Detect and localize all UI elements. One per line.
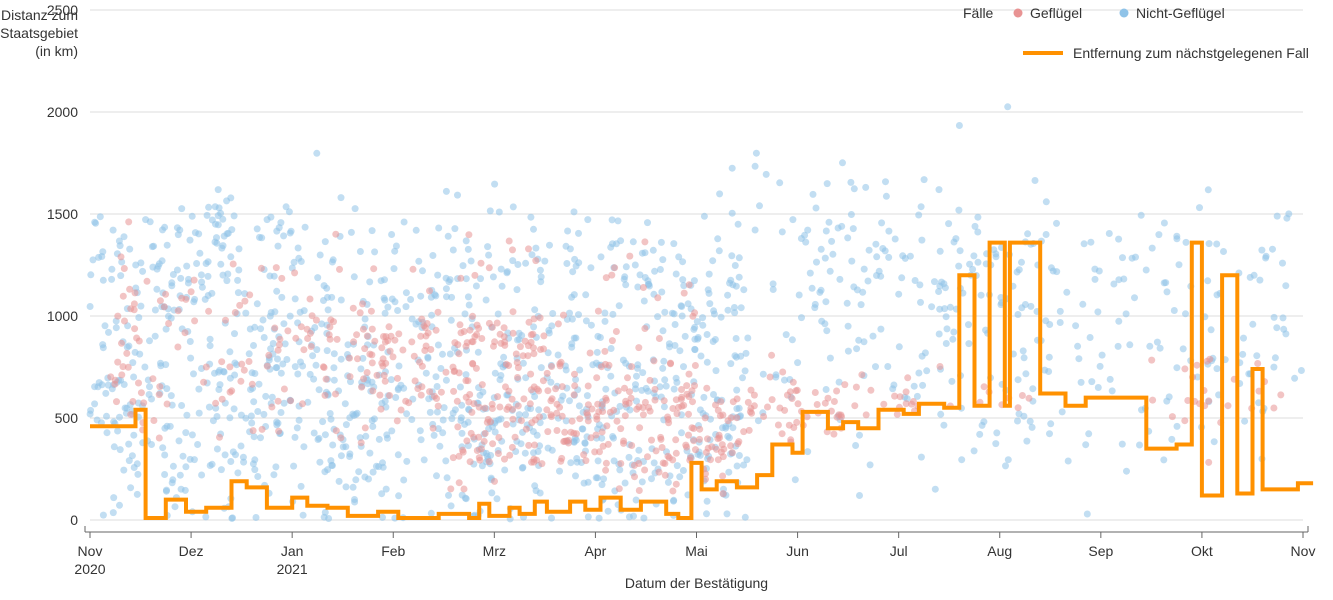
svg-text:Fälle: Fälle: [963, 5, 994, 21]
svg-text:Datum der Bestätigung: Datum der Bestätigung: [625, 575, 768, 591]
svg-text:2000: 2000: [47, 104, 78, 120]
svg-text:1500: 1500: [47, 206, 78, 222]
svg-text:Jan: Jan: [281, 543, 304, 559]
svg-text:0: 0: [70, 512, 78, 528]
svg-text:Aug: Aug: [987, 543, 1012, 559]
svg-text:Staatsgebiet: Staatsgebiet: [0, 25, 78, 41]
svg-text:Geflügel: Geflügel: [1030, 5, 1082, 21]
svg-text:Mai: Mai: [685, 543, 708, 559]
svg-text:2021: 2021: [277, 561, 308, 577]
chart-svg: 05001000150020002500Distanz zumStaatsgeb…: [0, 0, 1333, 600]
distance-chart: 05001000150020002500Distanz zumStaatsgeb…: [0, 0, 1333, 600]
svg-text:(in km): (in km): [35, 43, 78, 59]
svg-text:2020: 2020: [74, 561, 105, 577]
svg-text:Feb: Feb: [381, 543, 405, 559]
svg-text:Sep: Sep: [1088, 543, 1113, 559]
svg-text:Nicht-Geflügel: Nicht-Geflügel: [1136, 5, 1225, 21]
svg-text:Entfernung zum nächstgelegenen: Entfernung zum nächstgelegenen Fall: [1073, 45, 1309, 61]
svg-text:Nov: Nov: [78, 543, 103, 559]
svg-text:Apr: Apr: [585, 543, 607, 559]
svg-text:Okt: Okt: [1191, 543, 1213, 559]
svg-text:Dez: Dez: [179, 543, 204, 559]
svg-text:1000: 1000: [47, 308, 78, 324]
svg-text:Nov: Nov: [1291, 543, 1316, 559]
svg-text:Jun: Jun: [786, 543, 809, 559]
svg-text:500: 500: [55, 410, 79, 426]
svg-text:Mrz: Mrz: [483, 543, 506, 559]
svg-text:Distanz zum: Distanz zum: [1, 7, 78, 23]
svg-text:Jul: Jul: [890, 543, 908, 559]
